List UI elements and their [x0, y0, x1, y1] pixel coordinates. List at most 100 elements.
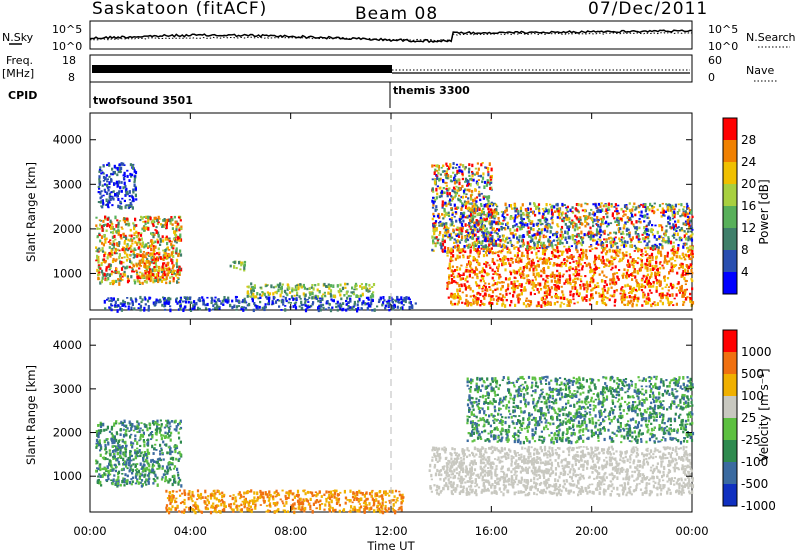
data-cell [156, 239, 158, 241]
data-cell [578, 269, 580, 271]
data-cell [645, 266, 647, 270]
data-cell [611, 287, 613, 289]
data-cell [469, 265, 471, 267]
data-cell [570, 222, 572, 224]
data-cell [612, 257, 614, 259]
data-cell [129, 266, 131, 268]
data-cell [690, 297, 692, 300]
data-cell [461, 277, 463, 280]
data-cell [495, 221, 497, 224]
data-cell [254, 287, 256, 289]
data-cell [635, 289, 637, 291]
data-cell [621, 241, 623, 244]
data-cell [145, 227, 147, 230]
data-cell [238, 261, 240, 264]
data-cell [99, 224, 101, 227]
data-cell [572, 268, 574, 270]
data-cell [490, 227, 492, 229]
data-cell [480, 205, 482, 207]
data-cell [162, 239, 164, 242]
data-cell [624, 284, 626, 287]
data-cell [397, 301, 399, 304]
data-cell [304, 298, 306, 300]
data-cell [684, 269, 686, 272]
data-cell [434, 228, 436, 231]
data-cell [446, 192, 448, 195]
data-cell [625, 251, 627, 253]
data-cell [485, 251, 487, 254]
data-cell [465, 202, 467, 205]
data-cell [647, 246, 649, 249]
data-cell [452, 229, 454, 232]
data-cell [494, 263, 496, 265]
data-cell [146, 277, 148, 280]
data-cell [218, 298, 220, 301]
data-cell [169, 282, 171, 284]
data-cell [369, 290, 371, 292]
data-cell [556, 270, 558, 272]
data-cell [691, 280, 693, 283]
data-cell [132, 191, 134, 193]
data-cell [621, 245, 623, 247]
data-cell [408, 302, 410, 304]
data-cell [462, 196, 464, 199]
data-cell [632, 206, 634, 208]
data-cell [601, 202, 603, 204]
data-cell [134, 175, 136, 177]
data-cell [132, 222, 134, 224]
data-cell [493, 280, 495, 282]
data-cell [161, 437, 163, 440]
data-cell [487, 238, 489, 240]
data-cell [163, 458, 165, 460]
data-cell [589, 284, 591, 287]
data-cell [318, 305, 320, 307]
data-cell [466, 229, 468, 231]
data-cell [340, 290, 342, 292]
data-cell [631, 292, 633, 295]
data-cell [99, 240, 101, 243]
data-cell [499, 250, 501, 252]
data-cell [135, 187, 137, 190]
data-cell [514, 204, 516, 206]
data-cell [611, 205, 613, 208]
data-cell [129, 235, 131, 237]
data-cell [455, 295, 457, 299]
data-cell [154, 280, 156, 283]
data-cell [505, 293, 507, 296]
data-cell [321, 298, 323, 300]
data-cell [561, 203, 563, 206]
data-cell [527, 255, 529, 258]
data-cell [127, 175, 129, 178]
data-cell [337, 309, 339, 312]
data-cell [492, 269, 494, 272]
data-cell [98, 272, 100, 274]
data-cell [122, 163, 124, 166]
data-cell [455, 258, 457, 261]
data-cell [139, 296, 141, 299]
data-cell [645, 251, 647, 253]
data-cell [282, 296, 284, 298]
data-cell [682, 272, 684, 276]
data-cell [495, 295, 497, 297]
data-cell [566, 241, 568, 244]
data-cell [540, 289, 542, 291]
data-cell [682, 301, 684, 303]
data-cell [131, 267, 133, 269]
data-cell [584, 225, 586, 228]
data-cell [580, 276, 582, 278]
data-cell [300, 301, 302, 304]
data-cell [517, 210, 519, 213]
data-cell [625, 210, 627, 212]
data-cell [486, 204, 488, 208]
data-cell [478, 179, 480, 181]
data-cell [516, 236, 518, 239]
data-cell [134, 449, 136, 451]
data-cell [440, 174, 442, 176]
data-cell [517, 280, 519, 282]
data-cell [588, 216, 590, 220]
data-cell [520, 272, 522, 274]
data-cell [599, 226, 601, 229]
data-cell [117, 205, 119, 208]
data-cell [679, 264, 681, 266]
